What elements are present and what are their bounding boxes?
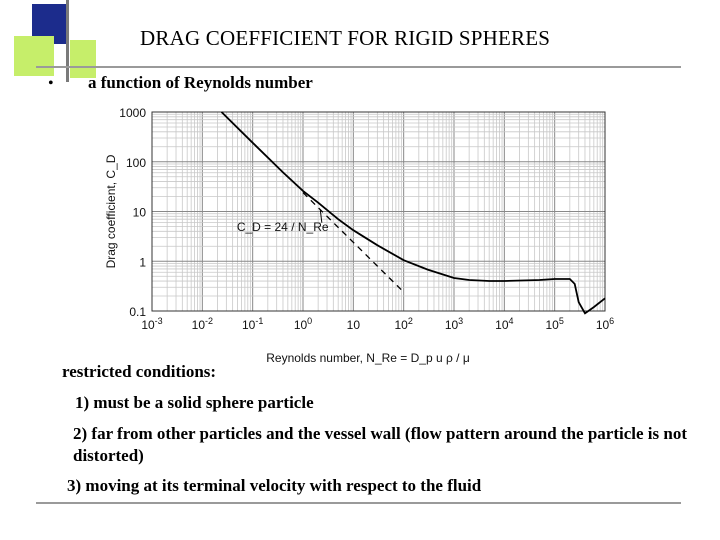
stokes-law-line [302,192,405,293]
x-tick-label: 10 [347,318,361,332]
x-tick-label: 10-2 [192,316,213,332]
x-axis-label: Reynolds number, N_Re = D_p u ρ / μ [266,351,470,365]
y-tick-label: 1000 [119,106,146,120]
y-tick-label: 1 [139,255,146,269]
restricted-conditions-label: restricted conditions: [62,362,217,381]
x-tick-label: 103 [445,316,463,332]
x-tick-label: 105 [545,316,563,332]
drag-coefficient-chart: 1000 100 10 1 0.110-3 10-2 10-1 100 10 102 103 104 1… [104,106,614,365]
condition-1: 1) must be a solid sphere particle [75,393,314,412]
x-tick-label: 104 [495,316,513,332]
stokes-annotation: C_D = 24 / N_Re [237,220,329,234]
y-axis-label: Drag coefficient, C_D [104,154,118,268]
drag-curve [220,111,606,315]
x-tick-label: 100 [294,316,312,332]
y-tick-label: 100 [126,156,146,170]
bullet-icon: • [48,75,54,92]
bullet-text: a function of Reynolds number [88,73,313,92]
decor-vertical-line [66,0,69,82]
chart-grid [151,112,605,312]
annotation-arrow [319,209,323,223]
chart-labels: 1000 100 10 1 0.110-3 10-2 10-1 100 10 102 103 104 1… [104,106,614,365]
condition-2: 2) far from other particles and the vess… [73,424,687,465]
plot-frame [151,111,606,312]
x-tick-label: 102 [394,316,412,332]
x-tick-label: 10-3 [141,316,162,332]
y-tick-label: 0.1 [129,305,146,319]
x-tick-label: 10-1 [242,316,263,332]
y-tick-label: 10 [133,206,147,220]
x-tick-label: 106 [596,316,614,332]
condition-3: 3) moving at its terminal velocity with … [67,476,482,495]
chart-curves [220,111,606,315]
slide-title: DRAG COEFFICIENT FOR RIGID SPHERES [140,26,551,50]
decor-square-green [14,36,54,76]
decor-bottom-line [36,502,681,504]
decor-horizontal-line [36,66,681,68]
decor-square-green-small [70,40,96,78]
